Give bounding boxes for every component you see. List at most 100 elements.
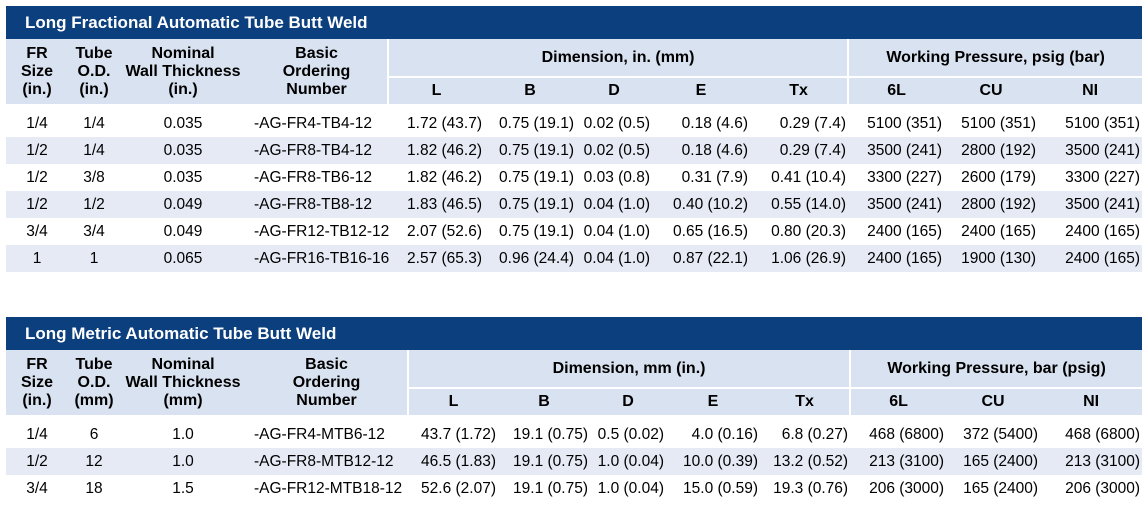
cell-dim-L: 1.82 (46.2) bbox=[407, 168, 482, 186]
col-header-wall: Nominal Wall Thickness (mm) bbox=[120, 350, 246, 415]
cell-tube-od: 1/2 bbox=[68, 191, 120, 218]
cell-wall-thickness: 1.0 bbox=[120, 448, 246, 475]
cell-dim-E: 0.40 (10.2) bbox=[652, 191, 750, 218]
col-header-Tx: Tx bbox=[750, 77, 849, 104]
cell-ordering-number: -AG-FR4-TB4-12 bbox=[254, 114, 372, 132]
cell-fr-size: 1/2 bbox=[6, 137, 68, 164]
cell-dim-B: 19.1 (0.75) bbox=[498, 448, 590, 475]
metric-table-body: 1/4 6 1.0 -AG-FR4-MTB6-12 43.7 (1.72) 19.1 (0… bbox=[6, 421, 1143, 502]
cell-dim-Tx: 6.8 (0.27) bbox=[781, 425, 849, 443]
cell-pressure-NI: 468 (6800) bbox=[1065, 425, 1141, 443]
col-header-D: D bbox=[590, 388, 666, 415]
cell-dim-E: 0.87 (22.1) bbox=[652, 245, 750, 272]
cell-pressure-NI: 206 (3000) bbox=[1065, 479, 1141, 497]
cell-tube-od: 3/4 bbox=[83, 222, 105, 240]
cell-dim-Tx: 19.3 (0.76) bbox=[773, 479, 849, 497]
cell-fr-size: 1/2 bbox=[6, 191, 68, 218]
col-header-NI: NI bbox=[1040, 388, 1143, 415]
table-row: 1/4 6 1.0 -AG-FR4-MTB6-12 43.7 (1.72) 19.1 (0… bbox=[6, 421, 1142, 448]
table-row: 1/2 3/8 0.035 -AG-FR8-TB6-12 1.82 (46.2) 0.75… bbox=[6, 164, 1142, 191]
cell-dim-D: 0.02 (0.5) bbox=[583, 114, 650, 132]
cell-pressure-CU: 2800 (192) bbox=[944, 137, 1039, 164]
cell-pressure-CU: 2800 (192) bbox=[944, 191, 1039, 218]
cell-dim-B: 0.96 (24.4) bbox=[484, 245, 576, 272]
table-row: 3/4 3/4 0.049 -AG-FR12-TB12-12 2.07 (52.6) 0.… bbox=[6, 218, 1142, 245]
col-header-tube-od: Tube O.D. (in.) bbox=[68, 39, 120, 104]
table-row: 1 1 0.065 -AG-FR16-TB16-16 2.57 (65.3) 0.96 (… bbox=[6, 245, 1143, 272]
cell-dim-Tx: 0.29 (7.4) bbox=[779, 114, 847, 132]
cell-dim-E: 0.18 (4.6) bbox=[652, 137, 750, 164]
cell-pressure-CU: 165 (2400) bbox=[963, 479, 1039, 497]
cell-dim-Tx: 0.29 (7.4) bbox=[750, 137, 849, 164]
cell-dim-L: 2.57 (65.3) bbox=[388, 245, 484, 272]
fractional-table-body: 1/4 1/4 0.035 -AG-FR4-TB4-12 1.72 (43.7) 0.75… bbox=[6, 110, 1143, 272]
header-row-groups: FR Size (in.) Tube O.D. (in.) Nominal Wall Th… bbox=[6, 39, 1143, 104]
cell-tube-od: 18 bbox=[85, 479, 103, 497]
pressure-group-header: Working Pressure, bar (psig) bbox=[849, 350, 1143, 389]
cell-ordering-number: -AG-FR16-TB16-16 bbox=[246, 245, 389, 272]
cell-pressure-NI: 3500 (241) bbox=[1038, 191, 1143, 218]
col-header-B: B bbox=[498, 388, 590, 415]
cell-tube-od: 3/8 bbox=[83, 168, 105, 186]
cell-dim-L: 52.6 (2.07) bbox=[421, 479, 496, 497]
cell-dim-D: 1.0 (0.04) bbox=[597, 479, 664, 497]
cell-pressure-NI: 2400 (165) bbox=[1065, 222, 1141, 240]
cell-dim-D: 0.04 (1.0) bbox=[576, 245, 652, 272]
pressure-group-header: Working Pressure, psig (bar) bbox=[847, 39, 1143, 78]
cell-fr-size: 1/4 bbox=[26, 425, 48, 443]
metric-table-block: Long Metric Automatic Tube Butt Weld FR S… bbox=[6, 317, 1143, 502]
table-title: Long Metric Automatic Tube Butt Weld bbox=[6, 317, 1142, 350]
cell-dim-L: 1.82 (46.2) bbox=[388, 137, 484, 164]
cell-wall-thickness: 1.5 bbox=[172, 479, 194, 497]
cell-dim-Tx: 0.80 (20.3) bbox=[771, 222, 847, 240]
cell-wall-thickness: 0.049 bbox=[120, 191, 246, 218]
col-header-6L: 6L bbox=[849, 388, 947, 415]
cell-pressure-NI: 5100 (351) bbox=[1065, 114, 1141, 132]
table-row: 1/4 1/4 0.035 -AG-FR4-TB4-12 1.72 (43.7) 0.75… bbox=[6, 110, 1142, 137]
cell-dim-B: 0.75 (19.1) bbox=[499, 168, 574, 186]
cell-ordering-number: -AG-FR12-TB12-12 bbox=[254, 222, 390, 240]
cell-pressure-CU: 5100 (351) bbox=[961, 114, 1037, 132]
cell-pressure-CU: 372 (5400) bbox=[963, 425, 1039, 443]
header-row-groups: FR Size (in.) Tube O.D. (mm) Nominal Wall Thi… bbox=[6, 350, 1143, 415]
cell-dim-D: 1.0 (0.04) bbox=[590, 448, 666, 475]
cell-ordering-number: -AG-FR8-MTB12-12 bbox=[246, 448, 408, 475]
cell-dim-L: 43.7 (1.72) bbox=[421, 425, 496, 443]
cell-pressure-NI: 213 (3100) bbox=[1040, 448, 1143, 475]
col-header-E: E bbox=[652, 77, 750, 104]
cell-pressure-6L: 468 (6800) bbox=[869, 425, 945, 443]
col-header-L: L bbox=[407, 388, 498, 415]
cell-fr-size: 1/2 bbox=[26, 168, 48, 186]
col-header-NI: NI bbox=[1038, 77, 1143, 104]
col-header-B: B bbox=[484, 77, 576, 104]
cell-dim-D: 0.02 (0.5) bbox=[576, 137, 652, 164]
cell-fr-size: 1/2 bbox=[6, 448, 68, 475]
cell-pressure-6L: 2400 (165) bbox=[867, 222, 943, 240]
col-header-ordering: Basic Ordering Number bbox=[246, 350, 408, 415]
cell-dim-D: 0.04 (1.0) bbox=[583, 222, 650, 240]
cell-pressure-CU: 2400 (165) bbox=[961, 222, 1037, 240]
cell-pressure-6L: 5100 (351) bbox=[867, 114, 943, 132]
fractional-table: FR Size (in.) Tube O.D. (in.) Nominal Wall Th… bbox=[6, 39, 1143, 272]
table-row: 1/2 12 1.0 -AG-FR8-MTB12-12 46.5 (1.83) 19.1 … bbox=[6, 448, 1143, 475]
cell-wall-thickness: 0.035 bbox=[163, 114, 203, 132]
cell-dim-E: 10.0 (0.39) bbox=[666, 448, 760, 475]
cell-dim-E: 4.0 (0.16) bbox=[691, 425, 758, 443]
cell-dim-B: 0.75 (19.1) bbox=[484, 137, 576, 164]
table-title: Long Fractional Automatic Tube Butt Weld bbox=[6, 6, 1142, 39]
cell-pressure-6L: 213 (3100) bbox=[850, 448, 947, 475]
cell-dim-B: 0.75 (19.1) bbox=[484, 191, 576, 218]
cell-ordering-number: -AG-FR8-TB4-12 bbox=[246, 137, 388, 164]
cell-pressure-NI: 3500 (241) bbox=[1038, 137, 1143, 164]
cell-dim-E: 0.18 (4.6) bbox=[681, 114, 748, 132]
cell-ordering-number: -AG-FR8-TB6-12 bbox=[254, 168, 372, 186]
cell-wall-thickness: 0.035 bbox=[120, 137, 246, 164]
table-row: 3/4 18 1.5 -AG-FR12-MTB18-12 52.6 (2.07) 19.1… bbox=[6, 475, 1142, 502]
col-header-CU: CU bbox=[944, 77, 1039, 104]
cell-dim-B: 19.1 (0.75) bbox=[513, 479, 588, 497]
dimension-group-header: Dimension, mm (in.) bbox=[406, 350, 851, 389]
header-row-subcolumns: L B D E Tx 6L CU NI bbox=[6, 388, 1143, 415]
cell-wall-thickness: 1.0 bbox=[172, 425, 194, 443]
cell-pressure-NI: 2400 (165) bbox=[1038, 245, 1143, 272]
dimension-group-header: Dimension, in. (mm) bbox=[386, 39, 849, 78]
